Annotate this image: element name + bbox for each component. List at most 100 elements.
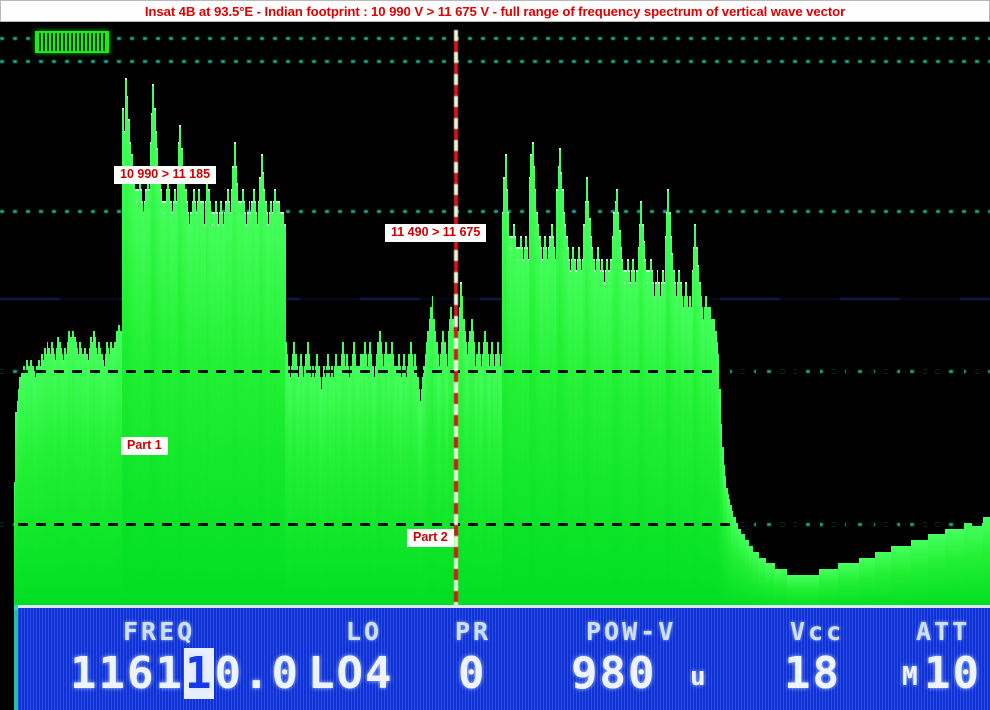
spectrum-bar xyxy=(110,342,113,610)
att-prefix: M xyxy=(902,662,919,692)
spectrum-peak-cap xyxy=(630,270,633,273)
pow-v-value: 980 xyxy=(571,648,657,699)
spectrum-bar xyxy=(915,540,918,610)
att-value[interactable]: 10 xyxy=(924,648,981,699)
spectrum-bar xyxy=(35,365,38,610)
spectrum-bar xyxy=(252,191,255,610)
spectrum-peak-cap xyxy=(645,270,648,273)
spectrum-bar xyxy=(847,563,850,610)
pr-value[interactable]: 0 xyxy=(458,648,487,699)
spectrum-bar xyxy=(648,272,651,610)
spectrum-bar xyxy=(699,295,702,610)
spectrum-bar xyxy=(767,563,770,610)
spectrum-bar xyxy=(65,353,68,610)
bandwidth-marker-box[interactable] xyxy=(35,31,109,53)
spectrum-peak-cap xyxy=(281,223,283,226)
spectrum-peak-cap xyxy=(636,270,639,273)
spectrum-bar xyxy=(682,307,685,610)
spectrum-bar xyxy=(683,295,686,610)
spectrum-bar xyxy=(237,202,240,610)
spectrum-bar xyxy=(458,307,461,610)
spectrum-bar xyxy=(77,353,80,610)
spectrum-bar xyxy=(165,191,168,610)
spectrum-peak-cap xyxy=(621,258,624,261)
spectrum-bar xyxy=(857,563,860,610)
spectrum-bar xyxy=(708,319,710,610)
spectrum-bar xyxy=(14,482,16,610)
spectrum-bar xyxy=(313,377,316,610)
spectrum-bar xyxy=(251,202,254,610)
spectrum-bar xyxy=(386,353,389,610)
spectrum-peak-cap xyxy=(260,154,263,156)
spectrum-bar xyxy=(807,575,809,610)
spectrum-bar xyxy=(42,359,45,610)
tuning-marker-line[interactable] xyxy=(454,30,458,620)
spectrum-bar xyxy=(651,272,654,610)
spectrum-bar xyxy=(952,528,954,610)
spectrum-bar xyxy=(539,249,542,610)
spectrum-bar xyxy=(73,336,76,610)
spectrum-bar xyxy=(843,563,846,610)
spectrum-bar xyxy=(817,575,820,610)
spectrum-peak-cap xyxy=(156,148,159,151)
spectrum-bar xyxy=(473,342,476,610)
spectrum-peak-cap xyxy=(215,212,218,215)
spectrum-bar xyxy=(712,330,715,610)
spectrum-bar xyxy=(72,330,75,610)
spectrum-bar xyxy=(512,225,515,610)
spectrum-peak-cap xyxy=(584,200,587,203)
spectrum-bar xyxy=(985,516,988,610)
spectrum-peak-cap xyxy=(595,258,598,261)
spectrum-bar xyxy=(542,249,545,610)
spectrum-bar xyxy=(66,342,69,610)
spectrum-peak-cap xyxy=(671,253,674,255)
freq-cursor-digit[interactable]: 1 xyxy=(183,648,215,699)
spectrum-bar xyxy=(549,237,552,610)
spectrum-bar xyxy=(347,365,350,610)
spectrum-peak-cap xyxy=(197,200,199,203)
spectrum-bar xyxy=(800,575,803,610)
spectrum-bar xyxy=(636,272,639,610)
spectrum-bar xyxy=(388,365,391,610)
spectrum-bar xyxy=(221,214,224,610)
spectrum-bar xyxy=(118,324,121,610)
spectrum-peak-cap xyxy=(259,177,262,180)
spectrum-bar xyxy=(580,272,583,610)
spectrum-bar xyxy=(694,225,697,610)
spectrum-bar xyxy=(122,109,125,610)
spectrum-bar xyxy=(987,516,990,610)
spectrum-bar xyxy=(656,272,659,610)
spectrum-bar xyxy=(680,295,683,610)
spectrum-peak-cap xyxy=(522,258,525,261)
spectrum-peak-cap xyxy=(510,247,513,250)
spectrum-bar xyxy=(698,284,701,610)
spectrum-bar xyxy=(874,551,877,610)
spectrum-bar xyxy=(210,214,213,610)
lo-value[interactable]: LO4 xyxy=(308,648,394,699)
spectrum-bar xyxy=(229,214,232,610)
spectrum-bar xyxy=(497,353,500,610)
spectrum-peak-cap xyxy=(624,282,626,285)
spectrum-bar xyxy=(611,237,614,610)
spectrum-peak-cap xyxy=(229,212,232,215)
spectrum-bar xyxy=(586,179,588,610)
spectrum-bar xyxy=(840,563,843,610)
spectrum-bar xyxy=(191,202,194,610)
spectrum-bar xyxy=(870,557,873,610)
spectrum-peak-cap xyxy=(546,258,549,261)
spectrum-bar xyxy=(729,505,732,610)
spectrum-bar xyxy=(415,365,418,610)
spectrum-bar xyxy=(731,511,734,610)
spectrum-peak-cap xyxy=(218,212,221,215)
spectrum-bar xyxy=(314,365,317,610)
spectrum-bar xyxy=(919,540,922,610)
spectrum-bar xyxy=(797,575,800,610)
spectrum-bar xyxy=(652,284,655,610)
spectrum-peak-cap xyxy=(557,165,560,168)
spectrum-peak-cap xyxy=(572,247,575,250)
spectrum-bar xyxy=(812,575,815,610)
spectrum-bar xyxy=(769,563,771,610)
spectrum-bar xyxy=(821,569,824,610)
spectrum-bar xyxy=(397,353,400,610)
spectrum-bar xyxy=(564,225,567,610)
